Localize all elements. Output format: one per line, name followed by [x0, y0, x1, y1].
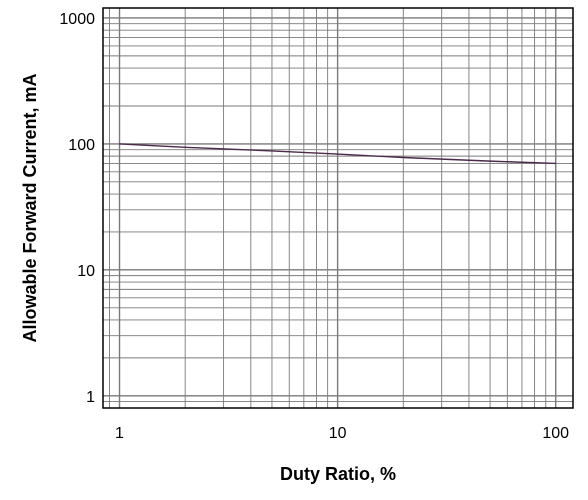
- y-tick-label: 1: [86, 389, 95, 406]
- x-axis-label: Duty Ratio, %: [280, 464, 396, 484]
- tick-labels: 1 10 100 1 10 100 1000: [59, 11, 569, 442]
- grid: [103, 8, 573, 408]
- data-point: [118, 143, 121, 145]
- x-tick-label: 1: [115, 425, 124, 442]
- data-point: [337, 153, 339, 155]
- y-tick-label: 1000: [59, 11, 95, 28]
- x-tick-label: 100: [542, 425, 569, 442]
- data-point: [184, 146, 186, 148]
- y-tick-label: 10: [77, 263, 95, 280]
- x-tick-label: 10: [329, 425, 347, 442]
- series-layer: [118, 143, 557, 165]
- data-point: [555, 162, 557, 165]
- data-point: [271, 150, 273, 152]
- data-point: [489, 160, 491, 162]
- y-tick-label: 100: [68, 137, 95, 154]
- y-axis-label: Allowable Forward Current, mA: [20, 73, 40, 342]
- plot-frame: [102, 7, 574, 409]
- data-point: [402, 156, 404, 159]
